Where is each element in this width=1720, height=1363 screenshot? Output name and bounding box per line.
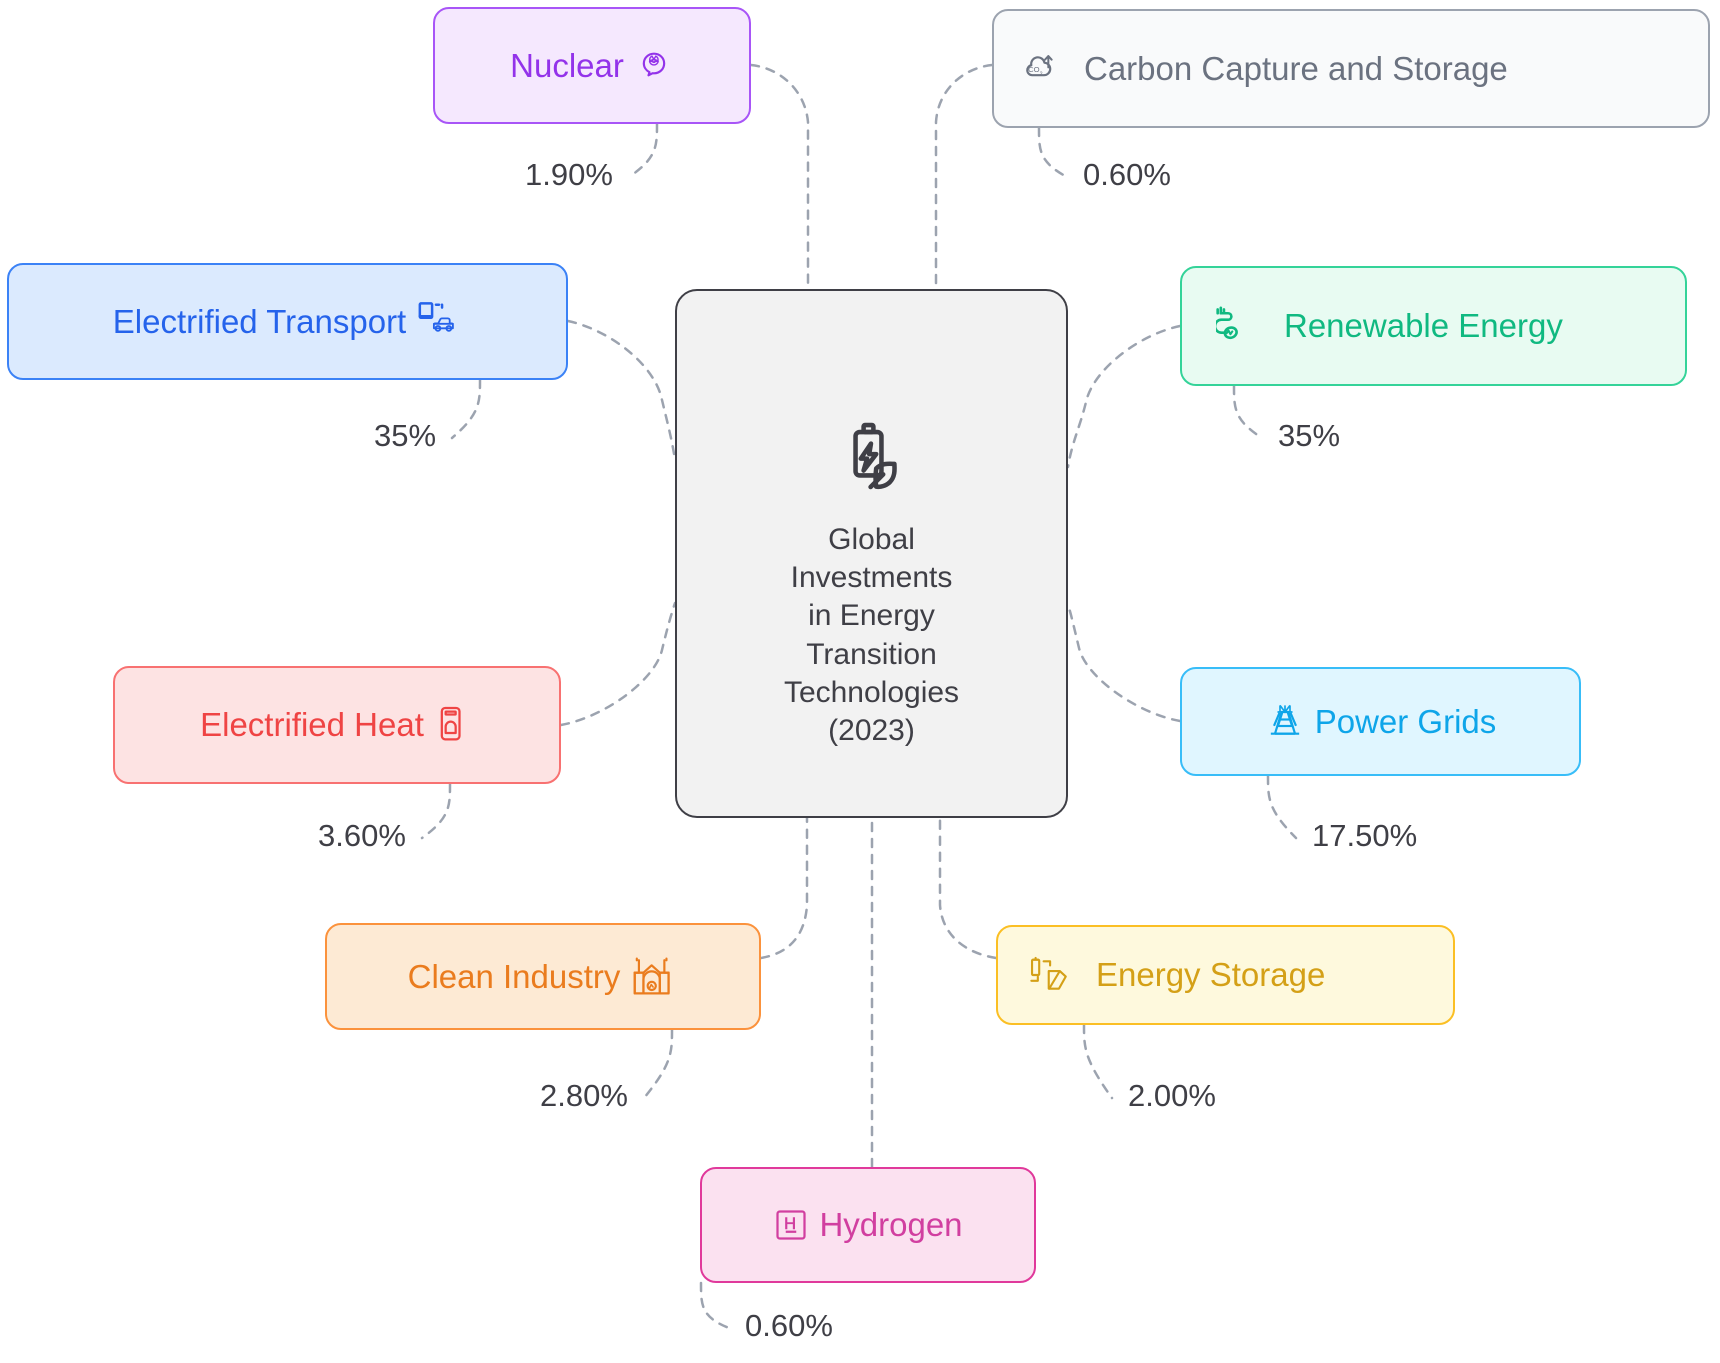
svg-text:H: H (785, 1215, 797, 1233)
